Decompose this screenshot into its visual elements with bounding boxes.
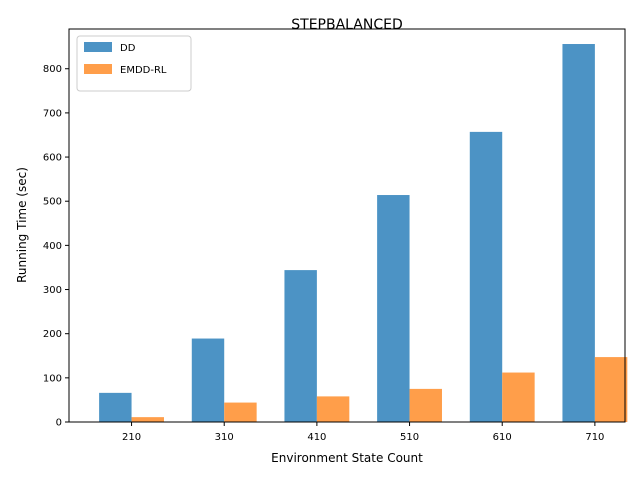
bars-group [99, 44, 628, 422]
y-tick-label-0: 0 [56, 418, 62, 429]
bar-dd-510 [377, 195, 410, 422]
bar-emdd-rl-510 [409, 388, 442, 422]
legend-swatch-dd [84, 42, 112, 52]
legend: DD EMDD-RL [76, 35, 192, 92]
x-tick-label-310: 310 [215, 432, 234, 443]
y-tick-label-300: 300 [43, 285, 62, 296]
x-tick-label-710: 710 [585, 432, 604, 443]
y-tick-label-600: 600 [43, 153, 62, 164]
y-axis-label: Running Time (sec) [15, 167, 29, 283]
x-tick-label-410: 410 [307, 432, 326, 443]
bar-dd-610 [469, 131, 503, 422]
y-axis: 0 100 200 300 400 500 600 700 800 [43, 64, 69, 429]
chart-title: STEPBALANCED [291, 17, 402, 33]
bar-dd-210 [99, 392, 132, 422]
y-tick-label-200: 200 [43, 329, 62, 340]
bar-dd-710 [562, 44, 595, 422]
y-tick-label-700: 700 [43, 108, 62, 119]
x-tick-label-610: 610 [493, 432, 512, 443]
x-axis: 210 310 410 510 610 710 [122, 422, 604, 443]
y-tick-label-500: 500 [43, 197, 62, 208]
y-tick-label-400: 400 [43, 241, 62, 252]
y-tick-label-800: 800 [43, 64, 62, 75]
x-tick-label-510: 510 [400, 432, 419, 443]
bar-dd-410 [284, 270, 317, 422]
bar-emdd-rl-610 [502, 372, 535, 422]
x-axis-label: Environment State Count [271, 451, 423, 465]
legend-label-dd: DD [120, 43, 136, 54]
legend-swatch-emdd-rl [84, 64, 112, 74]
plot-frame [68, 28, 626, 423]
bar-dd-310 [191, 338, 225, 422]
x-tick-label-210: 210 [122, 432, 141, 443]
bar-emdd-rl-710 [594, 357, 628, 422]
bar-emdd-rl-410 [316, 396, 350, 422]
bar-emdd-rl-310 [224, 402, 257, 422]
y-tick-label-100: 100 [43, 373, 62, 384]
legend-label-emdd-rl: EMDD-RL [120, 65, 167, 76]
bar-emdd-rl-210 [131, 417, 164, 422]
